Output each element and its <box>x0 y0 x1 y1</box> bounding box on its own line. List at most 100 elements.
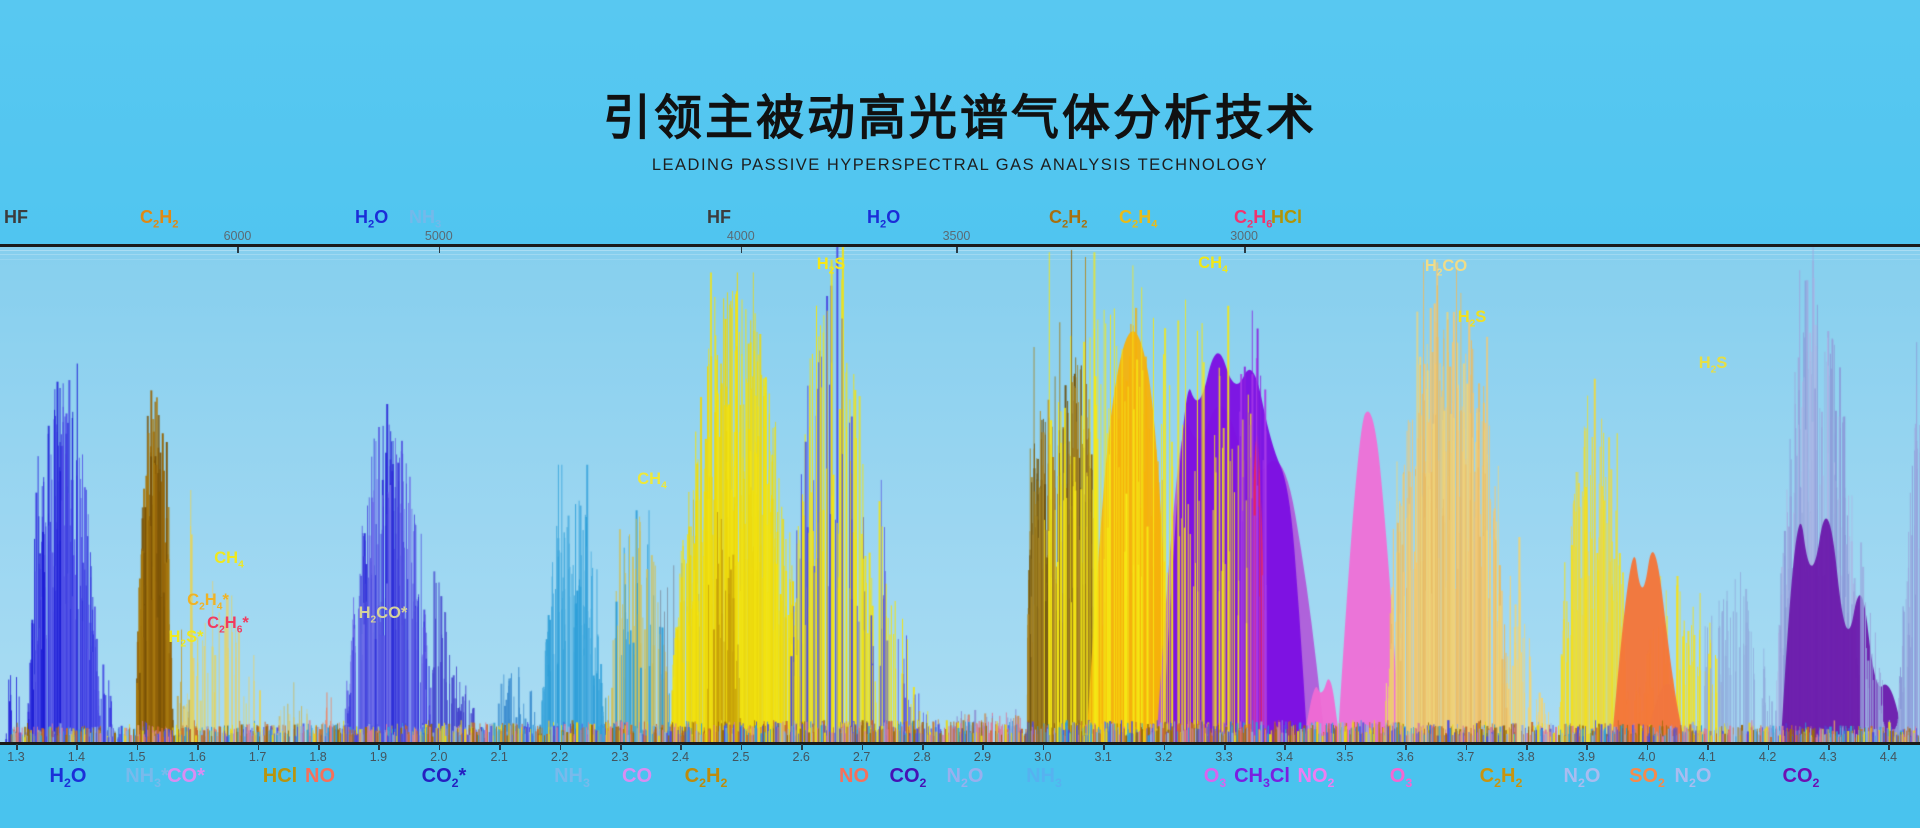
gas-label-inplot: H2S <box>816 255 846 277</box>
gas-label-bottom: CH3Cl <box>1234 765 1290 790</box>
wavelength-tick-mark <box>740 744 743 750</box>
wavenumber-tick-mark <box>1244 247 1246 253</box>
wavelength-tick-label: 3.9 <box>1577 750 1596 764</box>
gas-label-bottom: NH3 <box>1026 765 1062 790</box>
gas-label-bottom: HCl <box>262 765 298 787</box>
wavelength-tick-mark <box>257 744 260 750</box>
gas-label-bottom: NO <box>839 765 869 787</box>
wavelength-tick-label: 2.4 <box>671 750 690 764</box>
wavelength-tick-mark <box>559 744 562 750</box>
gas-label-bottom: NO2 <box>1297 765 1335 790</box>
wavelength-tick-label: 3.7 <box>1456 750 1475 764</box>
wavelength-tick-mark <box>1646 744 1649 750</box>
wavelength-tick-mark <box>1767 744 1770 750</box>
wavelength-tick-label: 3.3 <box>1215 750 1233 764</box>
gas-label-bottom: CO2 <box>1782 765 1820 790</box>
wavelength-tick-label: 2.0 <box>430 750 448 764</box>
gas-label-top: H2O <box>355 207 389 231</box>
wavelength-tick-mark <box>1405 744 1407 750</box>
gas-label-bottom: O3 <box>1389 765 1413 790</box>
gas-label-bottom: H2O <box>49 765 87 790</box>
wavelength-tick-mark <box>1586 744 1588 750</box>
wavelength-tick-label: 3.6 <box>1396 750 1414 764</box>
gas-label-bottom: CO2 <box>889 765 927 790</box>
wavelength-tick-label: 4.4 <box>1879 750 1898 764</box>
gas-label-bottom: N2O <box>1674 765 1712 790</box>
gas-label-bottom: SO2 <box>1629 765 1665 790</box>
gas-label-bottom: C2H2 <box>684 765 728 790</box>
gas-label-bottom: N2O <box>1563 765 1601 790</box>
wavelength-tick-label: 3.2 <box>1154 750 1173 764</box>
gas-label-bottom: CO* <box>167 765 205 787</box>
page-subtitle: LEADING PASSIVE HYPERSPECTRAL GAS ANALYS… <box>651 156 1269 174</box>
gas-label-inplot: CH4 <box>637 470 667 492</box>
wavelength-tick-mark <box>922 744 924 750</box>
gas-label-bottom: CO <box>622 765 652 787</box>
wavelength-tick-mark <box>499 744 501 750</box>
wavelength-tick-mark <box>1103 744 1105 750</box>
wavelength-tick-label: 2.9 <box>973 750 992 764</box>
wavelength-tick-mark <box>1224 744 1226 750</box>
wavelength-tick-mark <box>1042 744 1045 750</box>
wavenumber-tick-label: 5000 <box>424 229 453 243</box>
wavenumber-tick-label: 4000 <box>726 229 755 243</box>
wavelength-tick-label: 2.6 <box>792 750 810 764</box>
wavelength-tick-label: 1.7 <box>248 750 267 764</box>
gas-label-top: C2H2 <box>140 207 179 231</box>
bottom-axis-line <box>0 742 1920 745</box>
gas-label-top: NH3 <box>409 207 442 231</box>
wavenumber-tick-label: 6000 <box>223 229 252 243</box>
wavelength-tick-mark <box>1163 744 1166 750</box>
gas-label-inplot: H2S <box>1698 354 1728 376</box>
wavelength-tick-mark <box>801 744 803 750</box>
wavelength-tick-label: 2.8 <box>913 750 931 764</box>
wavenumber-tick-label: 3000 <box>1230 229 1259 243</box>
wavelength-tick-label: 2.3 <box>611 750 629 764</box>
wavelength-tick-label: 3.5 <box>1336 750 1354 764</box>
wavelength-tick-label: 1.4 <box>67 750 86 764</box>
gas-label-top: HCl <box>1271 207 1302 227</box>
gas-label-top: HF <box>4 207 28 227</box>
wavelength-tick-mark <box>76 744 78 750</box>
wavelength-tick-label: 1.6 <box>188 750 206 764</box>
top-axis-line <box>0 244 1920 247</box>
gas-label-inplot: H2CO* <box>358 604 408 626</box>
wavelength-tick-label: 1.3 <box>7 750 25 764</box>
wavelength-tick-label: 1.8 <box>309 750 327 764</box>
gas-label-top: HF <box>707 207 731 227</box>
wavelength-tick-mark <box>861 744 864 750</box>
wavelength-tick-mark <box>197 744 199 750</box>
wavelength-tick-label: 3.0 <box>1034 750 1052 764</box>
wavelength-tick-mark <box>318 744 320 750</box>
wavelength-tick-label: 2.2 <box>550 750 569 764</box>
wavelength-tick-mark <box>680 744 682 750</box>
gas-label-bottom: C2H2 <box>1479 765 1523 790</box>
gas-label-bottom: NO <box>305 765 335 787</box>
wavelength-tick-mark <box>1344 744 1347 750</box>
wavelength-tick-label: 4.1 <box>1698 750 1716 764</box>
wavenumber-tick-label: 3500 <box>942 229 971 243</box>
gas-label-inplot: CH4 <box>214 549 244 571</box>
wavelength-tick-label: 2.5 <box>732 750 750 764</box>
gas-label-inplot: H2S* <box>168 628 204 650</box>
wavelength-tick-mark <box>16 744 18 750</box>
wavelength-tick-mark <box>1465 744 1468 750</box>
wavelength-tick-label: 3.1 <box>1094 750 1112 764</box>
wavelength-tick-label: 2.1 <box>490 750 508 764</box>
wavelength-tick-mark <box>1707 744 1709 750</box>
wavelength-tick-label: 4.0 <box>1638 750 1656 764</box>
gas-label-inplot: C2H6* <box>207 614 249 636</box>
gas-label-bottom: NH3* <box>125 765 169 790</box>
wavelength-tick-mark <box>1888 744 1890 750</box>
wavenumber-tick-mark <box>956 247 958 253</box>
gas-label-bottom: CO2* <box>421 765 467 790</box>
gas-label-inplot: H2CO <box>1424 257 1468 279</box>
wavelength-tick-label: 3.8 <box>1517 750 1535 764</box>
gas-label-bottom: O3 <box>1203 765 1227 790</box>
gas-label-top: C2H4 <box>1119 207 1158 231</box>
wavelength-tick-label: 1.5 <box>128 750 146 764</box>
wavelength-tick-mark <box>136 744 139 750</box>
spectra-canvas <box>0 247 1920 743</box>
gas-label-top: H2O <box>867 207 901 231</box>
wavenumber-tick-mark <box>237 247 239 253</box>
